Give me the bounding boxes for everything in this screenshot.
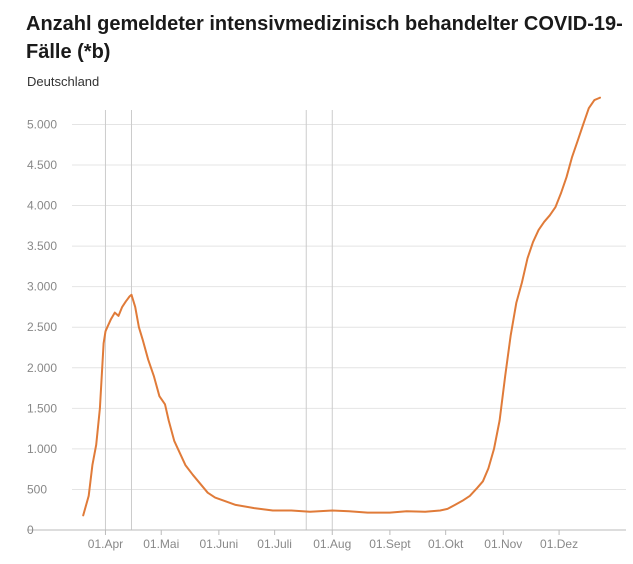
y-tick-label: 4.500 (27, 158, 57, 172)
x-tick-label: 01.Dez (540, 537, 578, 551)
chart-subtitle: Deutschland (27, 74, 100, 89)
x-tick-label: 01.Okt (428, 537, 464, 551)
y-tick-label: 500 (27, 482, 47, 496)
y-tick-label: 3.500 (27, 239, 57, 253)
x-tick-label: 01.Mai (143, 537, 179, 551)
y-tick-label: 1.500 (27, 401, 57, 415)
y-tick-label: 2.000 (27, 361, 57, 375)
y-tick-label: 4.000 (27, 199, 57, 213)
y-tick-label: 5.000 (27, 117, 57, 131)
x-tick-label: 01.Juni (200, 537, 239, 551)
y-tick-label: 3.000 (27, 280, 57, 294)
x-tick-label: 01.Juli (257, 537, 292, 551)
chart-title: Anzahl gemeldeter intensivmedizinisch be… (26, 13, 623, 63)
x-tick-label: 01.Apr (88, 537, 123, 551)
x-tick-label: 01.Aug (313, 537, 351, 551)
y-tick-label: 2.500 (27, 320, 57, 334)
series-line (82, 96, 601, 517)
y-tick-label: 1.000 (27, 442, 57, 456)
x-tick-label: 01.Nov (484, 537, 522, 551)
x-tick-label: 01.Sept (369, 537, 411, 551)
y-tick-label: 0 (27, 523, 34, 537)
